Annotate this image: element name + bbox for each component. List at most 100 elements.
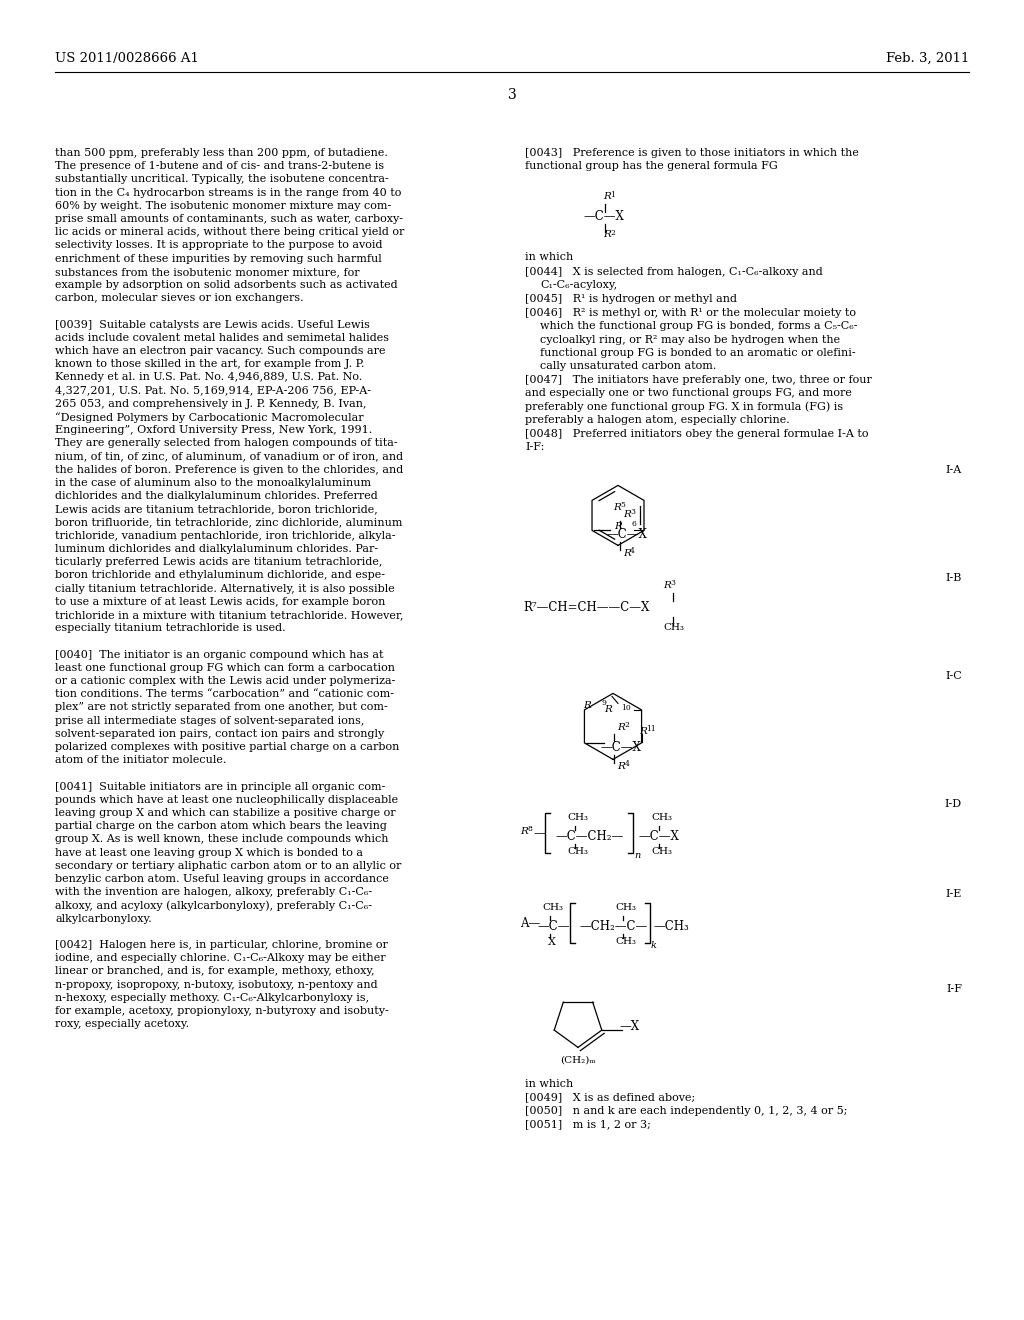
Text: n-hexoxy, especially methoxy. C₁-C₆-Alkylcarbonyloxy is,: n-hexoxy, especially methoxy. C₁-C₆-Alky…: [55, 993, 369, 1003]
Text: prise all intermediate stages of solvent-separated ions,: prise all intermediate stages of solvent…: [55, 715, 365, 726]
Text: —C—CH₂—: —C—CH₂—: [555, 830, 624, 843]
Text: [0040]  The initiator is an organic compound which has at: [0040] The initiator is an organic compo…: [55, 649, 384, 660]
Text: functional group has the general formula FG: functional group has the general formula…: [525, 161, 778, 172]
Text: selectivity losses. It is appropriate to the purpose to avoid: selectivity losses. It is appropriate to…: [55, 240, 383, 251]
Text: trichloride in a mixture with titanium tetrachloride. However,: trichloride in a mixture with titanium t…: [55, 610, 403, 620]
Text: luminum dichlorides and dialkylaluminum chlorides. Par-: luminum dichlorides and dialkylaluminum …: [55, 544, 378, 554]
Text: CH₃: CH₃: [567, 813, 588, 822]
Text: —X: —X: [620, 1020, 640, 1034]
Text: 3: 3: [670, 579, 675, 587]
Text: —C—: —C—: [537, 920, 569, 933]
Text: R⁷—CH=CH——C—X: R⁷—CH=CH——C—X: [523, 602, 649, 614]
Text: [0046]   R² is methyl or, with R¹ or the molecular moiety to: [0046] R² is methyl or, with R¹ or the m…: [525, 308, 856, 318]
Text: example by adsorption on solid adsorbents such as activated: example by adsorption on solid adsorbent…: [55, 280, 397, 290]
Text: prise small amounts of contaminants, such as water, carboxy-: prise small amounts of contaminants, suc…: [55, 214, 403, 224]
Text: substances from the isobutenic monomer mixture, for: substances from the isobutenic monomer m…: [55, 267, 359, 277]
Text: the halides of boron. Preference is given to the chlorides, and: the halides of boron. Preference is give…: [55, 465, 403, 475]
Text: boron trifluoride, tin tetrachloride, zinc dichloride, aluminum: boron trifluoride, tin tetrachloride, zi…: [55, 517, 402, 528]
Text: I-C: I-C: [945, 672, 962, 681]
Text: with the invention are halogen, alkoxy, preferably C₁-C₆-: with the invention are halogen, alkoxy, …: [55, 887, 372, 898]
Text: [0048]   Preferred initiators obey the general formulae I-A to: [0048] Preferred initiators obey the gen…: [525, 429, 868, 440]
Text: [0047]   The initiators have preferably one, two, three or four: [0047] The initiators have preferably on…: [525, 375, 871, 385]
Text: iodine, and especially chlorine. C₁-C₆-Alkoxy may be either: iodine, and especially chlorine. C₁-C₆-A…: [55, 953, 386, 964]
Text: which the functional group FG is bonded, forms a C₅-C₆-: which the functional group FG is bonded,…: [540, 321, 857, 331]
Text: ticularly preferred Lewis acids are titanium tetrachloride,: ticularly preferred Lewis acids are tita…: [55, 557, 382, 568]
Text: A—: A—: [520, 917, 541, 931]
Text: in which: in which: [525, 252, 573, 263]
Text: US 2011/0028666 A1: US 2011/0028666 A1: [55, 51, 199, 65]
Text: functional group FG is bonded to an aromatic or olefini-: functional group FG is bonded to an arom…: [540, 347, 856, 358]
Text: [0049]   X is as defined above;: [0049] X is as defined above;: [525, 1093, 695, 1102]
Text: to use a mixture of at least Lewis acids, for example boron: to use a mixture of at least Lewis acids…: [55, 597, 385, 607]
Text: nium, of tin, of zinc, of aluminum, of vanadium or of iron, and: nium, of tin, of zinc, of aluminum, of v…: [55, 451, 403, 462]
Text: X: X: [548, 937, 556, 948]
Text: benzylic carbon atom. Useful leaving groups in accordance: benzylic carbon atom. Useful leaving gro…: [55, 874, 389, 884]
Text: known to those skilled in the art, for example from J. P.: known to those skilled in the art, for e…: [55, 359, 365, 370]
Text: —: —: [534, 828, 546, 841]
Text: 3: 3: [508, 88, 516, 102]
Text: 8: 8: [527, 825, 531, 833]
Text: The presence of 1-butene and of cis- and trans-2-butene is: The presence of 1-butene and of cis- and…: [55, 161, 384, 172]
Text: leaving group X and which can stabilize a positive charge or: leaving group X and which can stabilize …: [55, 808, 395, 818]
Text: 10: 10: [622, 704, 632, 711]
Text: R: R: [613, 503, 621, 512]
Text: CH₃: CH₃: [651, 847, 672, 857]
Text: —CH₂—C—: —CH₂—C—: [579, 920, 647, 933]
Text: partial charge on the carbon atom which bears the leaving: partial charge on the carbon atom which …: [55, 821, 387, 832]
Text: R: R: [603, 193, 611, 202]
Text: polarized complexes with positive partial charge on a carbon: polarized complexes with positive partia…: [55, 742, 399, 752]
Text: R: R: [603, 231, 611, 239]
Text: CH₃: CH₃: [615, 903, 636, 912]
Text: 4,327,201, U.S. Pat. No. 5,169,914, EP-A-206 756, EP-A-: 4,327,201, U.S. Pat. No. 5,169,914, EP-A…: [55, 385, 371, 396]
Text: CH₃: CH₃: [615, 937, 636, 946]
Text: in the case of aluminum also to the monoalkylaluminum: in the case of aluminum also to the mono…: [55, 478, 371, 488]
Text: and especially one or two functional groups FG, and more: and especially one or two functional gro…: [525, 388, 852, 399]
Text: R: R: [663, 581, 671, 590]
Text: cally unsaturated carbon atom.: cally unsaturated carbon atom.: [540, 360, 717, 371]
Text: group X. As is well known, these include compounds which: group X. As is well known, these include…: [55, 834, 388, 845]
Text: I-F: I-F: [946, 985, 962, 994]
Text: R: R: [614, 521, 622, 531]
Text: —C—X: —C—X: [583, 210, 624, 223]
Text: [0050]   n and k are each independently 0, 1, 2, 3, 4 or 5;: [0050] n and k are each independently 0,…: [525, 1106, 848, 1115]
Text: [0042]  Halogen here is, in particular, chlorine, bromine or: [0042] Halogen here is, in particular, c…: [55, 940, 388, 950]
Text: I-D: I-D: [945, 800, 962, 809]
Text: for example, acetoxy, propionyloxy, n-butyroxy and isobuty-: for example, acetoxy, propionyloxy, n-bu…: [55, 1006, 389, 1016]
Text: [0039]  Suitable catalysts are Lewis acids. Useful Lewis: [0039] Suitable catalysts are Lewis acid…: [55, 319, 370, 330]
Text: 2: 2: [625, 721, 630, 729]
Text: dichlorides and the dialkylaluminum chlorides. Preferred: dichlorides and the dialkylaluminum chlo…: [55, 491, 378, 502]
Text: 11: 11: [646, 725, 656, 733]
Text: tion in the C₄ hydrocarbon streams is in the range from 40 to: tion in the C₄ hydrocarbon streams is in…: [55, 187, 401, 198]
Text: [0045]   R¹ is hydrogen or methyl and: [0045] R¹ is hydrogen or methyl and: [525, 294, 737, 304]
Text: roxy, especially acetoxy.: roxy, especially acetoxy.: [55, 1019, 189, 1030]
Text: Kennedy et al. in U.S. Pat. No. 4,946,889, U.S. Pat. No.: Kennedy et al. in U.S. Pat. No. 4,946,88…: [55, 372, 362, 383]
Text: R: R: [640, 727, 647, 735]
Text: 9: 9: [601, 700, 606, 708]
Text: enrichment of these impurities by removing such harmful: enrichment of these impurities by removi…: [55, 253, 382, 264]
Text: alkoxy, and acyloxy (alkylcarbonyloxy), preferably C₁-C₆-: alkoxy, and acyloxy (alkylcarbonyloxy), …: [55, 900, 372, 911]
Text: lic acids or mineral acids, without there being critical yield or: lic acids or mineral acids, without ther…: [55, 227, 404, 238]
Text: I-E: I-E: [945, 890, 962, 899]
Text: “Designed Polymers by Carbocationic Macromolecular: “Designed Polymers by Carbocationic Macr…: [55, 412, 364, 422]
Text: R: R: [617, 723, 626, 731]
Text: CH₃: CH₃: [567, 847, 588, 857]
Text: 4: 4: [625, 760, 630, 768]
Text: n-propoxy, isopropoxy, n-butoxy, isobutoxy, n-pentoxy and: n-propoxy, isopropoxy, n-butoxy, isobuto…: [55, 979, 378, 990]
Text: [0041]  Suitable initiators are in principle all organic com-: [0041] Suitable initiators are in princi…: [55, 781, 385, 792]
Text: cycloalkyl ring, or R² may also be hydrogen when the: cycloalkyl ring, or R² may also be hydro…: [540, 334, 840, 345]
Text: —C—X: —C—X: [606, 528, 647, 541]
Text: substantially uncritical. Typically, the isobutene concentra-: substantially uncritical. Typically, the…: [55, 174, 389, 185]
Text: solvent-separated ion pairs, contact ion pairs and strongly: solvent-separated ion pairs, contact ion…: [55, 729, 384, 739]
Text: C₁-C₆-acyloxy,: C₁-C₆-acyloxy,: [540, 280, 617, 290]
Text: than 500 ppm, preferably less than 200 ppm, of butadiene.: than 500 ppm, preferably less than 200 p…: [55, 148, 388, 158]
Text: R: R: [604, 705, 611, 714]
Text: —C—X: —C—X: [600, 741, 641, 754]
Text: Feb. 3, 2011: Feb. 3, 2011: [886, 51, 969, 65]
Text: I-A: I-A: [946, 466, 962, 475]
Text: n: n: [634, 851, 640, 861]
Text: CH₃: CH₃: [542, 903, 563, 912]
Text: have at least one leaving group X which is bonded to a: have at least one leaving group X which …: [55, 847, 362, 858]
Text: or a cationic complex with the Lewis acid under polymeriza-: or a cationic complex with the Lewis aci…: [55, 676, 395, 686]
Text: I-B: I-B: [945, 573, 962, 583]
Text: cially titanium tetrachloride. Alternatively, it is also possible: cially titanium tetrachloride. Alternati…: [55, 583, 394, 594]
